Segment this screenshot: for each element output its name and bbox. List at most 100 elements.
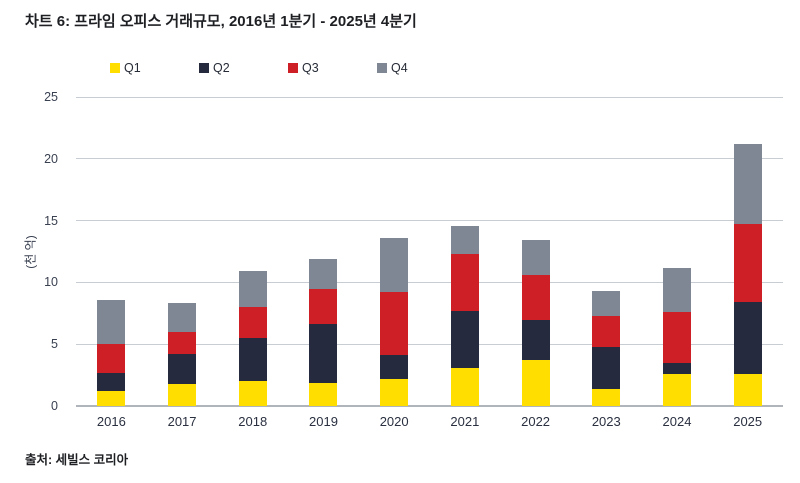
bar-slot-2025 <box>712 97 783 406</box>
y-axis-title: (천 억) <box>23 235 38 269</box>
bar-segment-2022-q4 <box>521 240 550 276</box>
legend-label: Q2 <box>213 61 230 75</box>
x-tick-label-2023: 2023 <box>591 414 621 429</box>
legend-label: Q3 <box>302 61 319 75</box>
bar-slot-2023 <box>571 97 642 406</box>
bar-segment-2018-q4 <box>238 271 267 308</box>
bar-2024 <box>662 267 691 406</box>
bars-layer <box>76 97 783 406</box>
legend-swatch-q3 <box>288 63 298 74</box>
legend-swatch-q4 <box>377 63 387 74</box>
bar-segment-2021-q4 <box>450 225 479 254</box>
bar-2020 <box>380 237 409 406</box>
bar-2016 <box>97 299 126 406</box>
bar-2017 <box>168 303 197 406</box>
bar-2021 <box>450 225 479 406</box>
chart-title: 차트 6: 프라임 오피스 거래규모, 2016년 1분기 - 2025년 4분… <box>25 13 417 30</box>
x-tick-label-2022: 2022 <box>521 414 551 429</box>
y-tick-label-25: 25 <box>44 90 58 104</box>
bar-segment-2021-q1 <box>450 367 479 406</box>
legend-swatch-q2 <box>199 63 209 74</box>
x-tick-label-2020: 2020 <box>379 414 409 429</box>
y-tick-label-5: 5 <box>51 337 58 352</box>
gridline-25 <box>76 96 783 98</box>
bar-slot-2021 <box>430 97 501 406</box>
bar-2025 <box>733 144 762 406</box>
bar-slot-2024 <box>642 97 713 406</box>
legend-swatch-q1 <box>110 63 120 74</box>
bar-segment-2023-q1 <box>592 388 621 406</box>
bar-segment-2022-q1 <box>521 360 550 406</box>
legend-item-q4: Q4 <box>377 62 466 75</box>
gridline-15 <box>76 220 783 222</box>
chart-legend: Q1 Q2 Q3 Q4 <box>110 62 466 75</box>
y-tick-label-10: 10 <box>44 275 58 290</box>
source-note: 출처: 세빌스 코리아 <box>25 453 129 467</box>
x-tick-label-2016: 2016 <box>96 414 126 429</box>
bar-segment-2017-q2 <box>168 354 197 384</box>
bar-segment-2020-q4 <box>380 237 409 293</box>
bar-segment-2019-q3 <box>309 288 338 325</box>
bar-segment-2017-q4 <box>168 303 197 332</box>
gridline-5 <box>76 343 783 345</box>
bar-2019 <box>309 258 338 406</box>
y-tick-label-0: 0 <box>51 399 58 413</box>
bar-segment-2021-q2 <box>450 310 479 368</box>
legend-label: Q1 <box>124 61 141 75</box>
y-tick-label-15: 15 <box>44 213 58 228</box>
bar-segment-2023-q3 <box>592 315 621 347</box>
legend-item-q3: Q3 <box>288 62 377 75</box>
bar-segment-2018-q2 <box>238 338 267 382</box>
bar-slot-2017 <box>147 97 218 406</box>
bar-segment-2020-q1 <box>380 378 409 406</box>
bar-segment-2017-q1 <box>168 383 197 406</box>
bar-slot-2019 <box>288 97 359 406</box>
bar-segment-2025-q2 <box>733 302 762 374</box>
bar-segment-2020-q2 <box>380 355 409 379</box>
y-tick-label-20: 20 <box>44 151 58 166</box>
x-tick-label-2019: 2019 <box>309 414 338 429</box>
bar-segment-2022-q3 <box>521 275 550 320</box>
bar-segment-2024-q1 <box>662 373 691 406</box>
bar-slot-2018 <box>217 97 288 406</box>
x-tick-label-2017: 2017 <box>167 414 197 429</box>
bar-slot-2022 <box>500 97 571 406</box>
bar-segment-2025-q4 <box>733 144 762 225</box>
bar-segment-2019-q2 <box>309 324 338 383</box>
bar-segment-2019-q4 <box>309 258 338 289</box>
bar-segment-2016-q4 <box>97 299 126 345</box>
bar-segment-2021-q3 <box>450 254 479 311</box>
bar-slot-2016 <box>76 97 147 406</box>
bar-segment-2024-q3 <box>662 312 691 363</box>
gridline-10 <box>76 281 783 283</box>
x-axis-labels: 2016 2017 2018 2019 2020 2021 2022 2023 2024 2025 <box>76 414 783 430</box>
bar-segment-2022-q2 <box>521 319 550 361</box>
bar-segment-2018-q3 <box>238 307 267 339</box>
bar-2022 <box>521 240 550 406</box>
bar-slot-2020 <box>359 97 430 406</box>
bar-segment-2024-q2 <box>662 362 691 374</box>
bar-2018 <box>238 271 267 406</box>
bar-segment-2023-q4 <box>592 291 621 316</box>
bar-segment-2019-q1 <box>309 382 338 406</box>
legend-label: Q4 <box>391 61 408 75</box>
bar-segment-2016-q1 <box>97 391 126 406</box>
bar-segment-2025-q1 <box>733 373 762 406</box>
bar-segment-2016-q3 <box>97 344 126 373</box>
legend-item-q2: Q2 <box>199 62 288 75</box>
x-tick-label-2021: 2021 <box>450 414 480 429</box>
bar-segment-2024-q4 <box>662 267 691 313</box>
x-tick-label-2024: 2024 <box>662 414 692 429</box>
x-tick-label-2018: 2018 <box>238 414 268 429</box>
bar-segment-2020-q3 <box>380 292 409 356</box>
bar-2023 <box>592 291 621 406</box>
x-axis-line <box>76 405 783 407</box>
bar-segment-2018-q1 <box>238 381 267 406</box>
x-tick-label-2025: 2025 <box>733 414 763 429</box>
bar-segment-2017-q3 <box>168 331 197 355</box>
bar-segment-2016-q2 <box>97 372 126 392</box>
legend-item-q1: Q1 <box>110 62 199 75</box>
plot-area <box>76 96 783 407</box>
gridline-20 <box>76 158 783 160</box>
